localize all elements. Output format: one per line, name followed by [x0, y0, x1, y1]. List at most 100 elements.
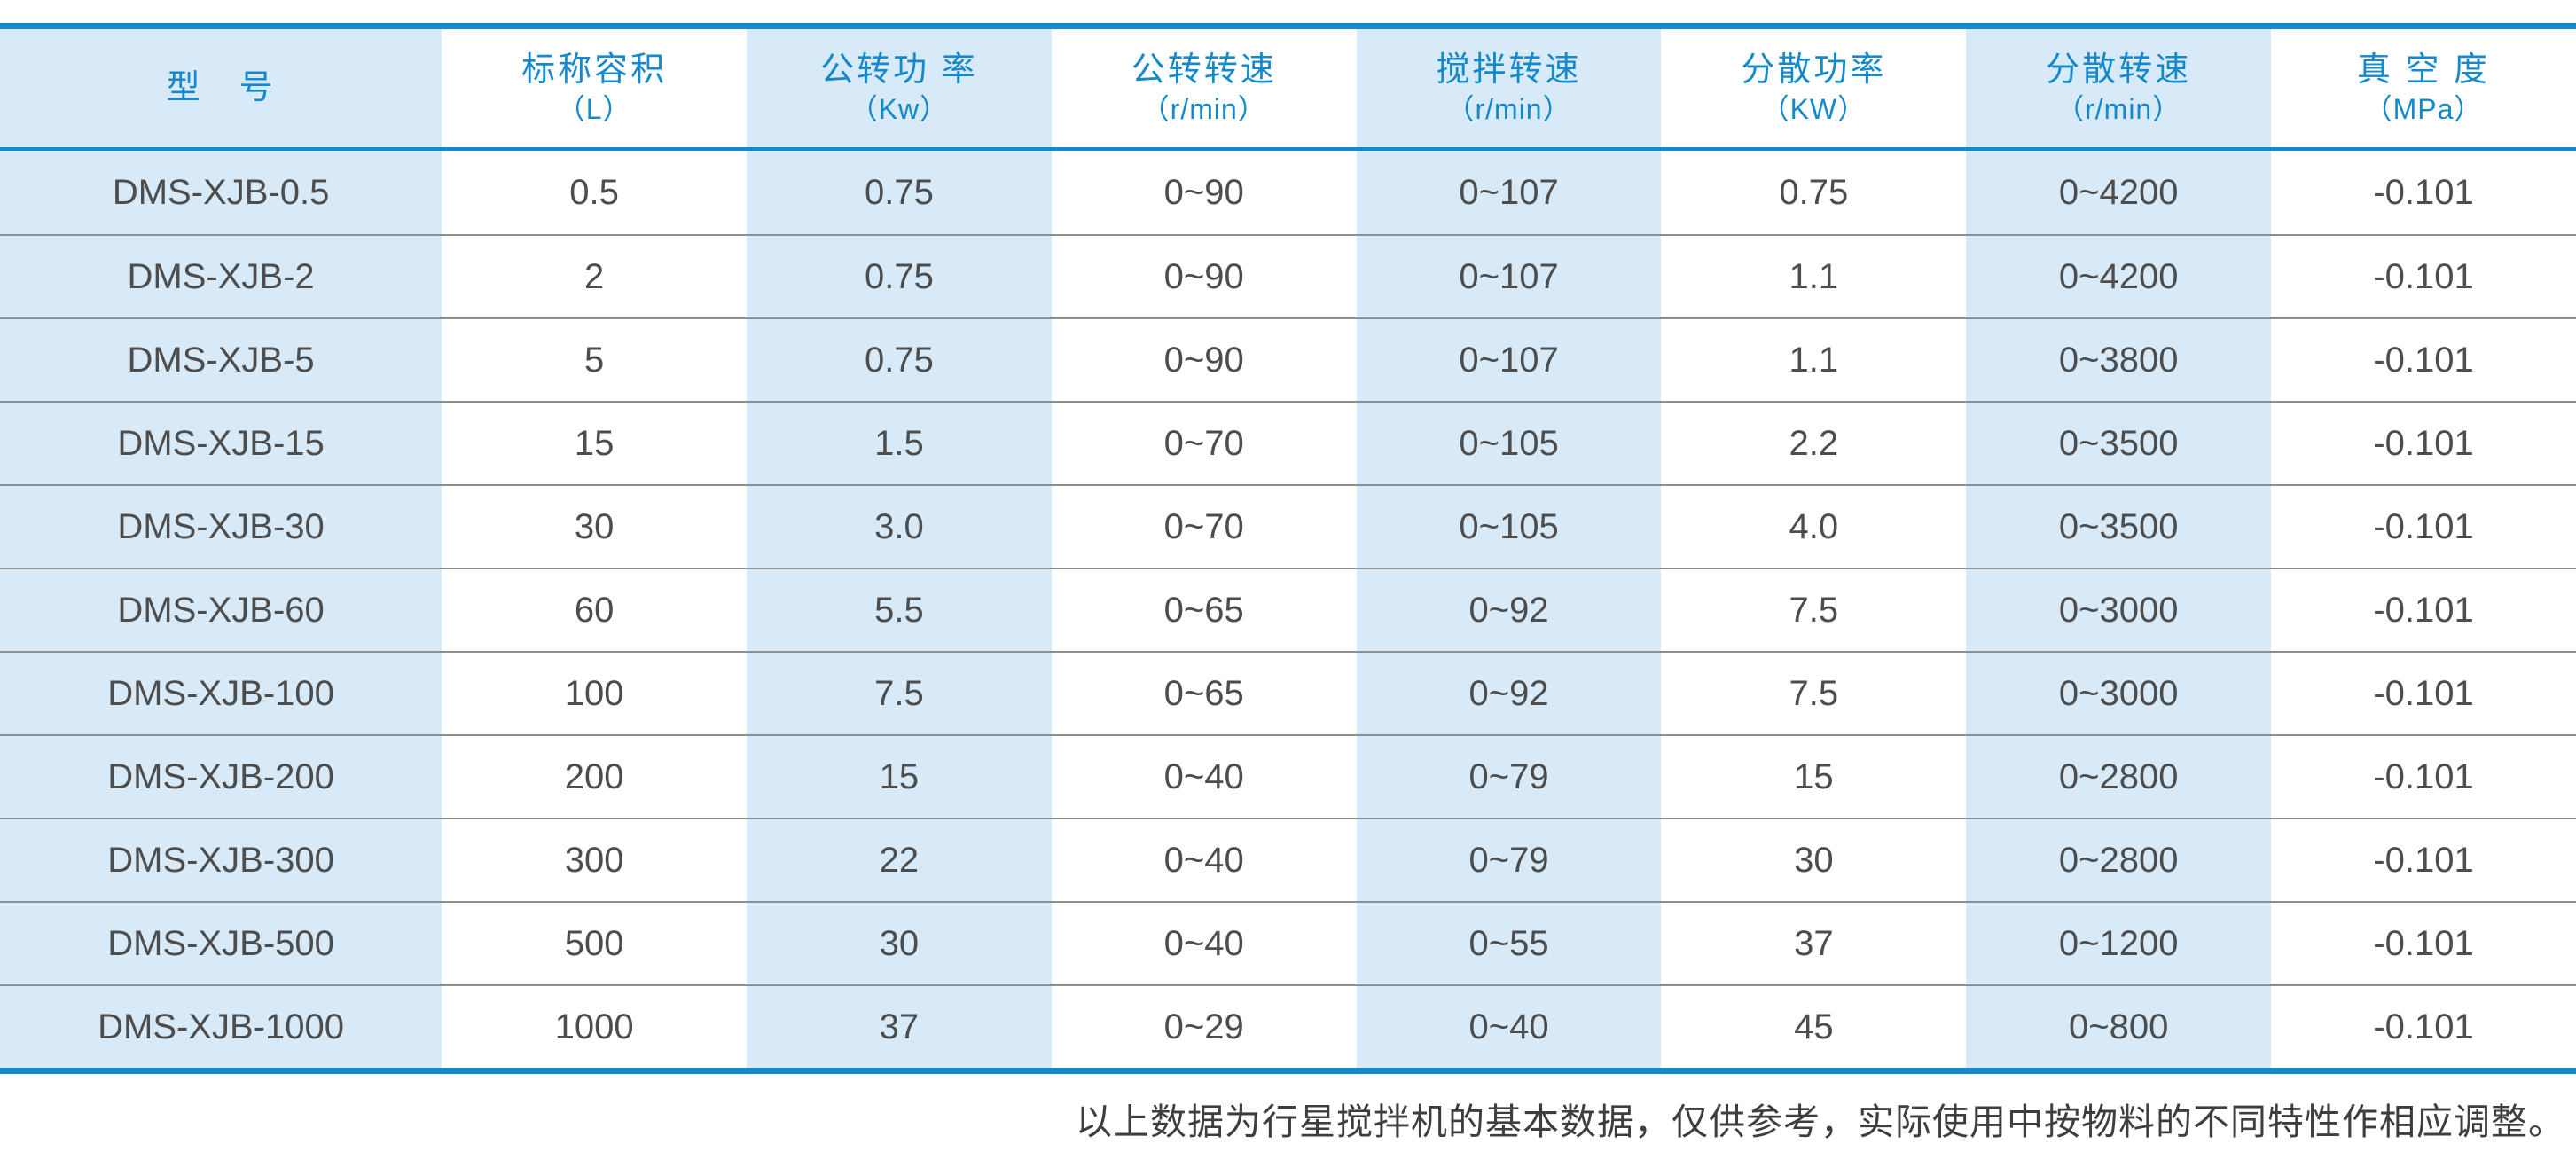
model-cell: DMS-XJB-2 [0, 236, 442, 317]
value-cell: 0~70 [1163, 506, 1244, 546]
column-header-label: 公转功 率 [820, 51, 978, 89]
table-row: DMS-XJB-5 5 0.75 0~90 0~107 1.1 0~3800 -0.101 [0, 317, 2576, 401]
value-cell: -0.101 [2373, 256, 2474, 296]
value-cell: 15 [747, 736, 1052, 818]
value-cell: 5 [583, 340, 605, 380]
value-cell: 2.2 [1789, 423, 1839, 463]
column-header-unit: （Kw） [849, 93, 950, 126]
table-row: DMS-XJB-0.5 0.5 0.75 0~90 0~107 0.75 0~4200 -0.… [0, 151, 2576, 234]
value-cell: 0~3000 [1966, 569, 2272, 651]
value-cell: 30 [574, 506, 615, 546]
value-cell: 0~2800 [1966, 736, 2272, 818]
column-header-unit: （r/min） [1445, 93, 1572, 126]
column-header: 型 号 [0, 29, 442, 147]
column-header: 分散功率 （KW） [1661, 29, 1966, 147]
column-header-label: 分散功率 [1741, 51, 1887, 89]
value-cell: 15 [1794, 756, 1834, 796]
table-row: DMS-XJB-200 200 15 0~40 0~79 15 0~2800 -0.101 [0, 734, 2576, 818]
planetary-mixer-spec-sheet: 型 号 标称容积 （L） 公转功 率 （Kw） 公转转速 （r/min） 搅拌转速 （r/min… [0, 23, 2576, 1145]
value-cell: 0~79 [1356, 819, 1662, 901]
value-cell: 100 [564, 673, 624, 713]
value-cell: 3.0 [747, 486, 1052, 568]
table-row: DMS-XJB-300 300 22 0~40 0~79 30 0~2800 -0.101 [0, 818, 2576, 901]
value-cell: 7.5 [747, 653, 1052, 734]
value-cell: 0~92 [1356, 569, 1662, 651]
value-cell: 15 [574, 423, 615, 463]
column-header-label: 标称容积 [521, 51, 668, 89]
value-cell: 37 [1794, 923, 1834, 963]
model-cell: DMS-XJB-200 [0, 736, 442, 818]
value-cell: 200 [564, 756, 624, 796]
value-cell: 0~800 [1966, 986, 2272, 1068]
value-cell: 0.5 [569, 172, 619, 212]
column-header-unit: （KW） [1760, 93, 1867, 126]
value-cell: 0~70 [1163, 423, 1244, 463]
value-cell: 0~90 [1163, 172, 1244, 212]
value-cell: 300 [564, 840, 624, 880]
column-header-label: 型 号 [166, 68, 276, 106]
value-cell: 0~40 [1163, 756, 1244, 796]
value-cell: 0~2800 [1966, 819, 2272, 901]
table-row: DMS-XJB-2 2 0.75 0~90 0~107 1.1 0~4200 -0.101 [0, 234, 2576, 317]
value-cell: 4.0 [1789, 506, 1839, 546]
value-cell: 0~65 [1163, 590, 1244, 630]
value-cell: 1.5 [747, 403, 1052, 484]
column-header: 标称容积 （L） [442, 29, 747, 147]
value-cell: -0.101 [2373, 172, 2474, 212]
value-cell: 0~105 [1356, 486, 1662, 568]
value-cell: 0~55 [1356, 903, 1662, 984]
value-cell: 0~4200 [1966, 151, 2272, 234]
table-row: DMS-XJB-60 60 5.5 0~65 0~92 7.5 0~3000 -0.101 [0, 568, 2576, 651]
value-cell: 0.75 [1779, 172, 1849, 212]
model-cell: DMS-XJB-100 [0, 653, 442, 734]
value-cell: 0~40 [1163, 840, 1244, 880]
value-cell: 0~105 [1356, 403, 1662, 484]
column-header: 分散转速 （r/min） [1966, 29, 2272, 147]
value-cell: 0~1200 [1966, 903, 2272, 984]
spec-table: 型 号 标称容积 （L） 公转功 率 （Kw） 公转转速 （r/min） 搅拌转速 （r/min… [0, 23, 2576, 1074]
value-cell: 7.5 [1789, 590, 1839, 630]
table-row: DMS-XJB-15 15 1.5 0~70 0~105 2.2 0~3500 -0.101 [0, 401, 2576, 484]
value-cell: 0~107 [1356, 319, 1662, 401]
model-cell: DMS-XJB-15 [0, 403, 442, 484]
value-cell: 0.75 [747, 151, 1052, 234]
value-cell: 0~79 [1356, 736, 1662, 818]
table-header-row: 型 号 标称容积 （L） 公转功 率 （Kw） 公转转速 （r/min） 搅拌转速 （r/min… [0, 29, 2576, 151]
value-cell: 1.1 [1789, 340, 1839, 380]
column-header-unit: （L） [556, 93, 632, 126]
value-cell: 30 [747, 903, 1052, 984]
value-cell: -0.101 [2373, 840, 2474, 880]
value-cell: 5.5 [747, 569, 1052, 651]
value-cell: 0~40 [1163, 923, 1244, 963]
model-cell: DMS-XJB-500 [0, 903, 442, 984]
table-row: DMS-XJB-30 30 3.0 0~70 0~105 4.0 0~3500 -0.101 [0, 484, 2576, 568]
value-cell: -0.101 [2373, 340, 2474, 380]
table-row: DMS-XJB-100 100 7.5 0~65 0~92 7.5 0~3000 -0.101 [0, 651, 2576, 734]
column-header: 搅拌转速 （r/min） [1356, 29, 1662, 147]
model-cell: DMS-XJB-60 [0, 569, 442, 651]
value-cell: 0~107 [1356, 236, 1662, 317]
value-cell: 37 [747, 986, 1052, 1068]
model-cell: DMS-XJB-30 [0, 486, 442, 568]
value-cell: 60 [574, 590, 615, 630]
value-cell: 0~3000 [1966, 653, 2272, 734]
value-cell: 30 [1794, 840, 1834, 880]
value-cell: -0.101 [2373, 590, 2474, 630]
value-cell: 0~40 [1356, 986, 1662, 1068]
footnote: 以上数据为行星搅拌机的基本数据，仅供参考，实际使用中按物料的不同特性作相应调整。 [1076, 1101, 2565, 1142]
value-cell: 45 [1794, 1007, 1834, 1046]
column-header-label: 公转转速 [1131, 51, 1277, 89]
table-row: DMS-XJB-500 500 30 0~40 0~55 37 0~1200 -0.101 [0, 901, 2576, 984]
value-cell: 0~29 [1163, 1007, 1244, 1046]
value-cell: 0~65 [1163, 673, 1244, 713]
value-cell: 0~92 [1356, 653, 1662, 734]
value-cell: -0.101 [2373, 756, 2474, 796]
column-header: 真 空 度 （MPa） [2271, 29, 2576, 147]
column-header-unit: （r/min） [2055, 93, 2182, 126]
column-header: 公转转速 （r/min） [1052, 29, 1357, 147]
value-cell: -0.101 [2373, 923, 2474, 963]
value-cell: 0.75 [747, 236, 1052, 317]
value-cell: -0.101 [2373, 423, 2474, 463]
table-body: DMS-XJB-0.5 0.5 0.75 0~90 0~107 0.75 0~4200 -0.… [0, 151, 2576, 1068]
value-cell: 500 [564, 923, 624, 963]
